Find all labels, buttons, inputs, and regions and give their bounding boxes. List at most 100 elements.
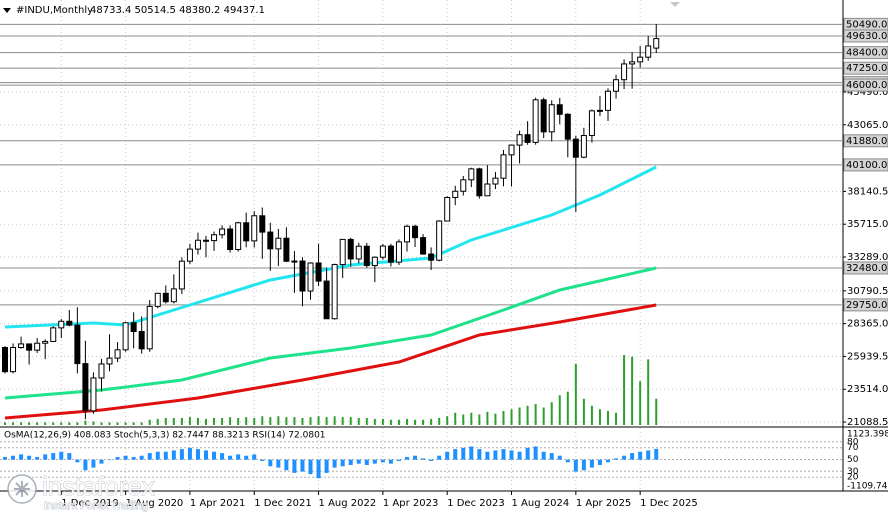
volume-bar bbox=[582, 398, 585, 425]
candle-body bbox=[154, 292, 161, 307]
osma-bar bbox=[541, 451, 546, 460]
candle-body bbox=[18, 343, 25, 348]
y-tick-label: 30790.5 bbox=[847, 286, 888, 297]
volume-bar bbox=[373, 418, 376, 425]
volume-bar bbox=[124, 422, 127, 425]
osma-bar bbox=[332, 459, 337, 468]
candle-body bbox=[532, 99, 539, 143]
volume-bar bbox=[12, 422, 15, 425]
candle-body bbox=[556, 104, 563, 115]
candle-body bbox=[90, 377, 97, 412]
candle-body bbox=[74, 324, 81, 365]
osma-bar bbox=[107, 459, 112, 461]
osma-bar bbox=[606, 459, 610, 463]
osma-bar bbox=[155, 451, 160, 460]
osma-bar bbox=[614, 458, 619, 460]
candle-body bbox=[66, 320, 73, 326]
y-tick-label: 43065.0 bbox=[847, 120, 888, 131]
volume-bar bbox=[550, 402, 553, 425]
volume-bar bbox=[381, 418, 384, 425]
volume-bar bbox=[20, 422, 23, 425]
x-tick-label: 1 Apr 2023 bbox=[383, 498, 438, 509]
osma-bar bbox=[59, 451, 64, 460]
candle-body bbox=[34, 342, 41, 351]
osma-bar bbox=[252, 454, 257, 460]
volume-bar bbox=[341, 417, 344, 425]
x-tick-label: 1 Aug 2024 bbox=[512, 498, 570, 509]
osma-bar bbox=[83, 459, 88, 471]
indicator-range-label: -1109.741 bbox=[847, 482, 888, 492]
volume-bar bbox=[623, 355, 626, 425]
candle-body bbox=[267, 231, 274, 250]
menu-arrow[interactable] bbox=[3, 8, 11, 13]
candle-body bbox=[355, 245, 362, 260]
candle-body bbox=[468, 168, 475, 181]
osma-bar bbox=[51, 453, 56, 460]
osma-bar bbox=[187, 447, 192, 460]
osma-bar bbox=[212, 451, 217, 460]
osma-bar bbox=[67, 453, 72, 460]
level-label: 47250.0 bbox=[846, 63, 887, 74]
candle-body bbox=[299, 260, 306, 292]
candle-body bbox=[363, 245, 370, 267]
candle-body bbox=[291, 260, 298, 263]
osma-bar bbox=[509, 450, 514, 460]
volume-bar bbox=[28, 422, 31, 425]
osma-bar bbox=[91, 459, 96, 468]
candle-body bbox=[307, 262, 314, 292]
level-label: 49630.0 bbox=[846, 31, 887, 42]
candle-body bbox=[114, 349, 121, 359]
candle-body bbox=[186, 248, 193, 262]
volume-bar bbox=[333, 416, 336, 425]
candle-body bbox=[572, 138, 579, 158]
indicator-level-label: 80 bbox=[847, 437, 859, 447]
osma-bar bbox=[324, 459, 329, 473]
candle-body bbox=[82, 363, 89, 412]
osma-bar bbox=[380, 459, 385, 463]
candle-body bbox=[395, 241, 402, 263]
candle-body bbox=[211, 234, 218, 242]
candle-body bbox=[387, 245, 394, 263]
osma-bar bbox=[43, 454, 48, 460]
osma-bar bbox=[228, 455, 233, 460]
volume-bar bbox=[422, 419, 425, 425]
volume-bar bbox=[205, 418, 207, 425]
candle-body bbox=[508, 144, 515, 156]
osma-bar bbox=[405, 457, 409, 460]
osma-bar bbox=[340, 459, 345, 467]
indicator-level-label: 20 bbox=[847, 473, 859, 483]
candle-body bbox=[500, 154, 507, 179]
volume-bar bbox=[438, 418, 441, 425]
level-label-box bbox=[843, 46, 888, 60]
osma-bar bbox=[27, 455, 32, 460]
volume-bar bbox=[269, 417, 272, 425]
volume-bar bbox=[590, 405, 593, 425]
osma-bar bbox=[396, 459, 401, 462]
candle-body bbox=[605, 90, 611, 111]
x-tick-label: 1 Dec 2025 bbox=[640, 498, 698, 509]
volume-bar bbox=[325, 417, 328, 425]
level-label-box bbox=[843, 61, 888, 75]
volume-bar bbox=[607, 411, 609, 425]
osma-bar bbox=[453, 449, 458, 460]
volume-bar bbox=[534, 404, 537, 425]
candle-body bbox=[653, 38, 660, 49]
volume-bar bbox=[285, 417, 288, 425]
osma-bar bbox=[549, 453, 554, 460]
volume-bar bbox=[502, 411, 505, 425]
candle-body bbox=[637, 56, 644, 63]
volume-bar bbox=[309, 417, 312, 425]
level-label-box bbox=[843, 298, 888, 312]
volume-bar bbox=[349, 417, 352, 425]
volume-bar bbox=[237, 418, 240, 425]
osma-bar bbox=[11, 455, 16, 460]
osma-bar bbox=[179, 449, 184, 460]
volume-bar bbox=[156, 418, 159, 425]
volume-bar bbox=[470, 412, 473, 425]
osma-bar bbox=[236, 454, 241, 460]
volume-bar bbox=[357, 418, 360, 425]
candle-body bbox=[484, 183, 491, 197]
volume-bar bbox=[253, 418, 256, 425]
osma-bar bbox=[654, 448, 659, 460]
